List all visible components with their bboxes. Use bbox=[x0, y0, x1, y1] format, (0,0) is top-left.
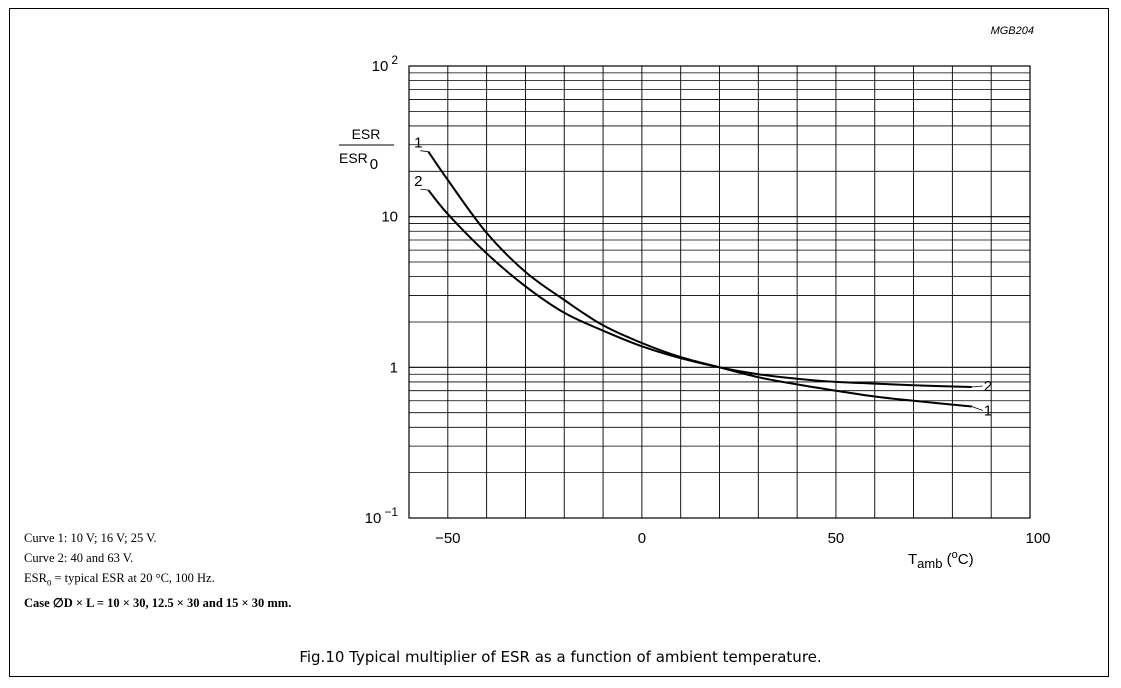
y-axis-label: ESR ESR 0 bbox=[339, 126, 394, 173]
x-tick-label: −50 bbox=[435, 530, 460, 547]
note-esr0: ESR0 = typical ESR at 20 °C, 100 Hz. bbox=[24, 571, 215, 588]
y-label-numerator: ESR bbox=[352, 126, 381, 142]
series-2-label-end: 2 bbox=[984, 378, 992, 395]
y-tick-label: 1 bbox=[390, 359, 398, 376]
series-1-leader-end bbox=[971, 406, 983, 411]
note-case: Case ∅D × L = 10 × 30, 12.5 × 30 and 15 … bbox=[24, 595, 292, 610]
y-label-denominator: ESR 0 bbox=[339, 150, 378, 173]
figure-code: MGB204 bbox=[991, 25, 1034, 37]
series-1-leader-start bbox=[420, 150, 429, 153]
y-tick-label: 10 −1 bbox=[365, 505, 399, 527]
series-1-label-end: 1 bbox=[984, 402, 992, 419]
chart-grid bbox=[409, 66, 1030, 518]
x-axis-label: Tamb (oC) bbox=[908, 549, 974, 571]
series-2-leader-start bbox=[420, 188, 429, 191]
x-tick-label: 50 bbox=[828, 530, 845, 547]
x-tick-label: 0 bbox=[638, 530, 646, 547]
figure-caption: Fig.10 Typical multiplier of ESR as a fu… bbox=[299, 648, 822, 666]
series-1-label-start: 1 bbox=[414, 135, 422, 152]
y-tick-label: 10 bbox=[381, 209, 398, 226]
series-1-line bbox=[427, 151, 972, 408]
plot-area-border bbox=[408, 65, 1031, 519]
figure-frame bbox=[9, 8, 1109, 677]
note-curve-2: Curve 2: 40 and 63 V. bbox=[24, 551, 134, 565]
series-2-leader-end bbox=[971, 385, 983, 388]
x-tick-label: 100 bbox=[1025, 530, 1050, 547]
y-tick-labels: 10 2 10 1 10 −1 bbox=[365, 53, 399, 527]
series-2-label-start: 2 bbox=[414, 173, 422, 190]
y-tick-label: 10 2 bbox=[372, 53, 399, 75]
series-2-line bbox=[427, 189, 972, 388]
series-group: 1 1 2 2 bbox=[414, 135, 992, 420]
x-tick-labels: −50 0 50 100 bbox=[435, 530, 1050, 547]
notes-block: Curve 1: 10 V; 16 V; 25 V. Curve 2: 40 a… bbox=[24, 528, 291, 613]
note-curve-1: Curve 1: 10 V; 16 V; 25 V. bbox=[24, 531, 157, 545]
